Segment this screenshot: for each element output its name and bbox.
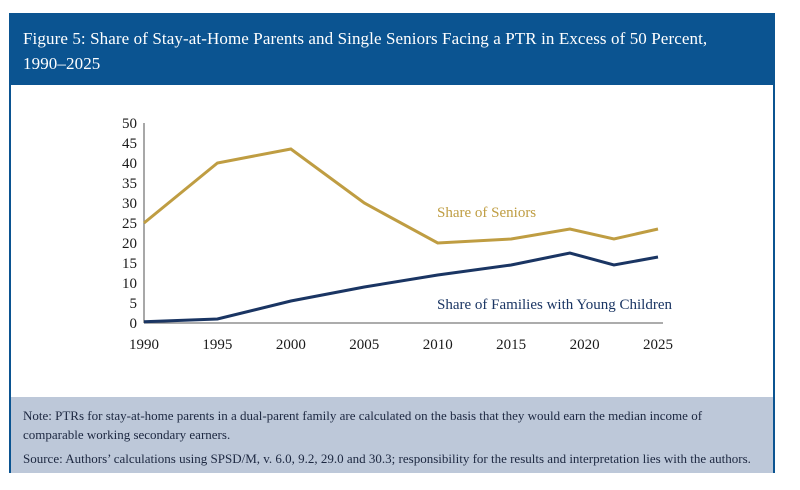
- y-tick-label: 0: [130, 316, 138, 332]
- source-text: Source: Authors’ calculations using SPSD…: [23, 451, 751, 466]
- figure-title-line2: 1990–2025: [23, 54, 101, 73]
- series-lines: [143, 147, 659, 324]
- y-tick-label: 45: [122, 136, 137, 152]
- y-tick-label: 30: [122, 196, 137, 212]
- y-tick-label: 5: [130, 296, 138, 312]
- x-tick-label: 2020: [570, 337, 600, 353]
- y-tick-label: 35: [122, 176, 137, 192]
- y-tick-label: 25: [122, 216, 137, 232]
- x-axis-ticks: 1990 1995 2000 2005 2010 2015 2020 2025: [129, 337, 673, 353]
- x-tick-label: 1990: [129, 337, 159, 353]
- y-tick-label: 20: [122, 236, 137, 252]
- notes-panel: Note: PTRs for stay-at-home parents in a…: [11, 397, 773, 473]
- x-tick-label: 2025: [643, 337, 673, 353]
- x-tick-label: 2010: [423, 337, 453, 353]
- y-tick-label: 50: [122, 116, 137, 132]
- chart-region: 0 5 10 15 20 25 30 35 40 45 50 1990 1995 2000 2005 201…: [11, 85, 773, 397]
- figure-title-line1: Figure 5: Share of Stay-at-Home Parents …: [23, 29, 708, 48]
- y-tick-label: 40: [122, 156, 137, 172]
- x-tick-label: 2015: [496, 337, 526, 353]
- y-axis-ticks: 0 5 10 15 20 25 30 35 40 45 50: [122, 116, 137, 332]
- x-tick-label: 2000: [276, 337, 306, 353]
- note-text: Note: PTRs for stay-at-home parents in a…: [23, 408, 703, 442]
- families-line: [143, 251, 659, 324]
- x-tick-label: 2005: [349, 337, 379, 353]
- figure-header: Figure 5: Share of Stay-at-Home Parents …: [11, 15, 773, 85]
- y-tick-label: 15: [122, 256, 137, 272]
- families-series-label: Share of Families with Young Children: [437, 297, 672, 313]
- y-tick-label: 10: [122, 276, 137, 292]
- seniors-series-label: Share of Seniors: [437, 205, 536, 221]
- x-tick-label: 1995: [202, 337, 232, 353]
- figure-frame: Figure 5: Share of Stay-at-Home Parents …: [9, 13, 775, 473]
- seniors-line: [143, 147, 659, 245]
